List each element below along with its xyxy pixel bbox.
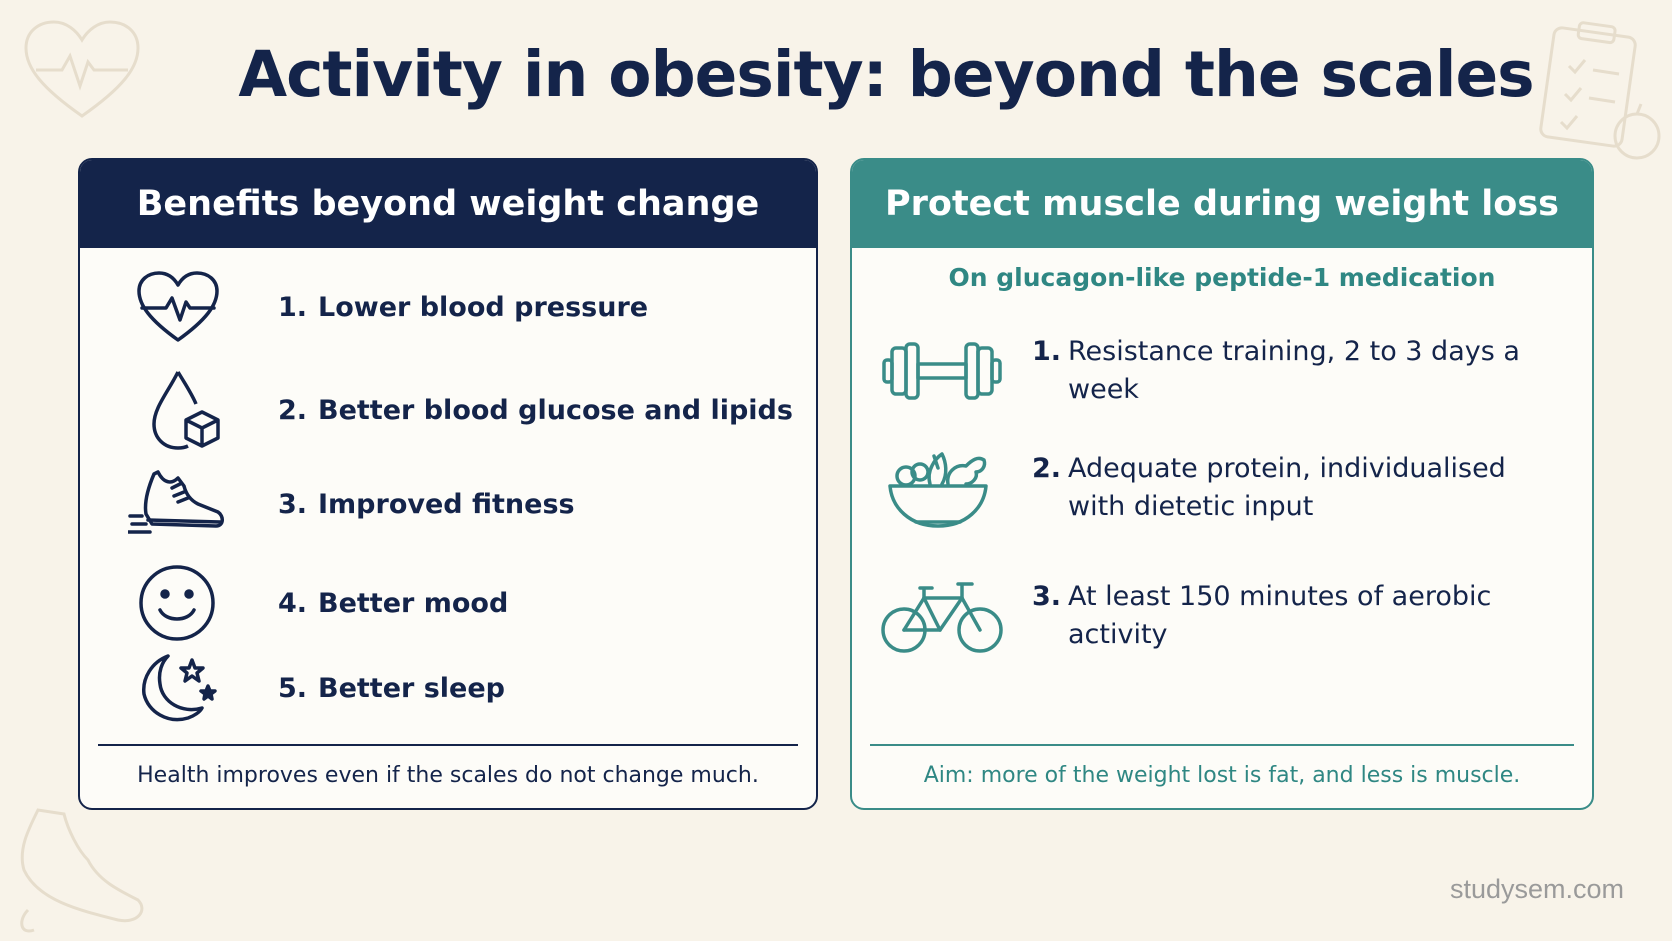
decorative-heart-icon <box>22 18 142 123</box>
benefit-item-5: 5. Better sleep <box>80 652 816 724</box>
page-title: Activity in obesity: beyond the scales <box>238 38 1534 111</box>
benefits-card: Benefits beyond weight change 1. Lower b… <box>78 158 818 810</box>
watermark-text: studysem.com <box>1449 874 1624 904</box>
benefit-label: Better sleep <box>318 672 506 704</box>
benefits-footnote: Health improves even if the scales do no… <box>137 763 759 788</box>
moon-stars-icon <box>138 652 218 724</box>
protect-muscle-card-header: Protect muscle during weight loss <box>852 160 1592 248</box>
benefit-number: 5. <box>278 672 308 704</box>
benefit-label: Lower blood pressure <box>318 291 649 323</box>
medication-subtitle: On glucagon-like peptide-1 medication <box>948 263 1496 292</box>
benefit-item-2: 2. Better blood glucose and lipids <box>80 370 816 450</box>
benefit-number: 1. <box>278 291 308 323</box>
protect-muscle-card: Protect muscle during weight loss On glu… <box>850 158 1594 810</box>
protect-muscle-footnote: Aim: more of the weight lost is fat, and… <box>923 763 1521 788</box>
benefits-card-header: Benefits beyond weight change <box>80 160 816 248</box>
muscle-item-number: 3. <box>1032 581 1062 612</box>
food-bowl-icon <box>886 448 990 530</box>
bicycle-icon <box>880 578 1004 654</box>
benefit-number: 4. <box>278 587 308 619</box>
benefits-divider <box>98 744 798 746</box>
muscle-item-label: Resistance training, 2 to 3 days a week <box>1068 336 1520 405</box>
decorative-shoe-icon <box>8 790 158 940</box>
benefit-label: Better mood <box>318 587 509 619</box>
benefit-item-4: 4. Better mood <box>80 564 816 642</box>
benefit-number: 3. <box>278 488 308 520</box>
drop-sugar-cube-icon <box>150 370 222 450</box>
muscle-item-number: 2. <box>1032 453 1062 484</box>
running-shoe-icon <box>128 466 228 542</box>
benefit-number: 2. <box>278 394 308 426</box>
benefit-item-3: 3. Improved fitness <box>80 466 816 542</box>
muscle-item-label: Adequate protein, individualised with di… <box>1068 453 1506 522</box>
benefit-item-1: 1. Lower blood pressure <box>80 270 816 344</box>
benefit-label: Better blood glucose and lipids <box>318 394 793 426</box>
muscle-item-3: 3. At least 150 minutes of aerobic activ… <box>852 578 1592 654</box>
muscle-item-label: At least 150 minutes of aerobic activity <box>1068 581 1492 650</box>
muscle-item-2: 2. Adequate protein, individualised with… <box>852 448 1592 528</box>
decorative-clipboard-icon <box>1535 18 1665 163</box>
muscle-item-1: 1. Resistance training, 2 to 3 days a we… <box>852 336 1592 405</box>
benefit-label: Improved fitness <box>318 488 575 520</box>
protect-muscle-divider <box>870 744 1574 746</box>
heart-pulse-icon <box>136 270 220 344</box>
muscle-item-number: 1. <box>1032 336 1062 367</box>
dumbbell-icon <box>882 340 1002 402</box>
smiley-face-icon <box>138 564 216 642</box>
